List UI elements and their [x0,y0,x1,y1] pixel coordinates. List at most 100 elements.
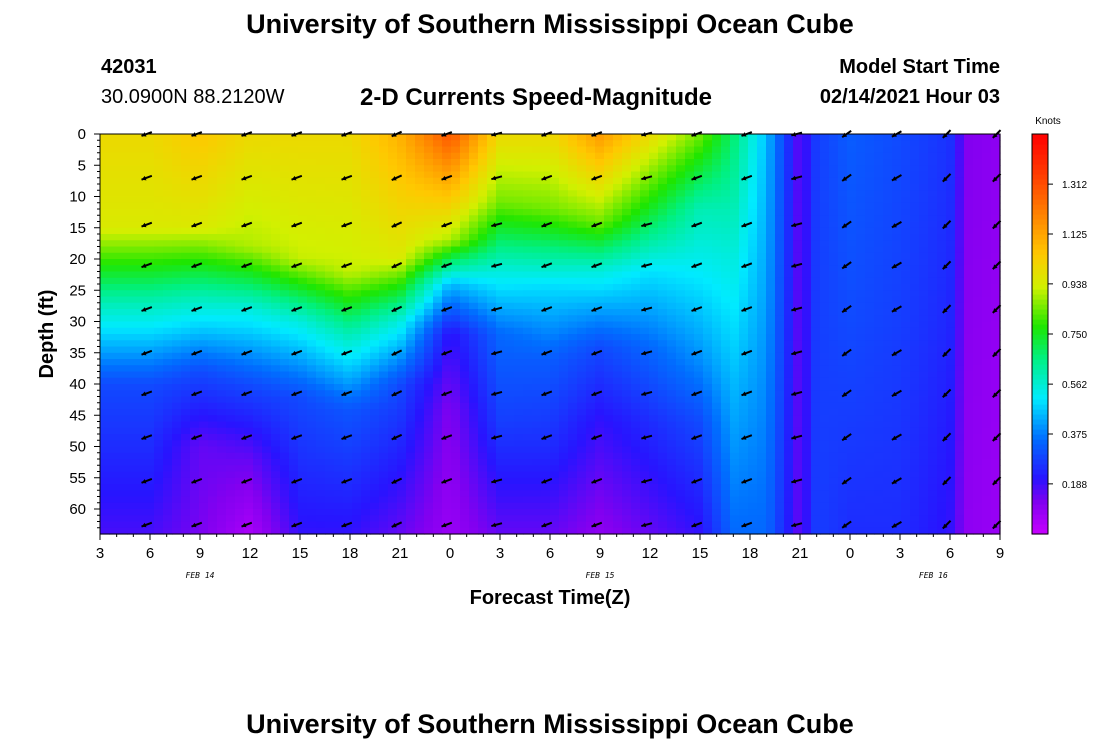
heatmap-cell [775,134,785,141]
heatmap-cell [640,309,650,316]
heatmap-cell [451,209,461,216]
heatmap-cell [136,259,146,266]
heatmap-cell [145,521,155,529]
heatmap-cell [649,259,659,266]
heatmap-cell [622,290,632,298]
heatmap-cell [487,227,497,235]
heatmap-cell [496,271,506,279]
heatmap-cell [145,352,155,360]
heatmap-cell [127,365,137,373]
heatmap-cell [370,271,380,279]
heatmap-cell [280,240,290,248]
heatmap-cell [757,271,767,279]
heatmap-cell [694,159,704,166]
heatmap-cell [163,334,173,341]
heatmap-cell [127,384,137,391]
heatmap-cell [172,352,182,360]
heatmap-cell [604,159,614,166]
heatmap-cell [739,302,749,310]
heatmap-cell [352,309,362,316]
heatmap-cell [532,277,542,285]
heatmap-cell [415,515,425,523]
heatmap-cell [352,190,362,198]
heatmap-cell [415,427,425,435]
heatmap-cell [775,327,785,335]
heatmap-cell [208,246,218,254]
heatmap-cell [523,202,533,210]
heatmap-cell [487,234,497,241]
heatmap-cell [586,240,596,248]
heatmap-cell [694,427,704,435]
heatmap-cell [100,452,110,460]
heatmap-cell [532,459,542,466]
heatmap-cell [433,159,443,166]
heatmap-cell [298,371,308,379]
heatmap-cell [640,227,650,235]
heatmap-cell [631,427,641,435]
heatmap-cell [577,140,587,148]
heatmap-cell [784,252,794,260]
heatmap-cell [307,440,317,448]
heatmap-cell [271,515,281,523]
heatmap-cell [244,352,254,360]
heatmap-cell [631,440,641,448]
heatmap-cell [613,252,623,260]
heatmap-cell [361,302,371,310]
heatmap-cell [271,221,281,229]
heatmap-cell [343,159,353,166]
heatmap-cell [658,327,668,335]
heatmap-cell [154,240,164,248]
heatmap-cell [469,427,479,435]
heatmap-cell [496,477,506,485]
heatmap-cell [676,284,686,291]
heatmap-cell [667,321,677,329]
heatmap-cell [190,496,200,504]
heatmap-cell [487,259,497,266]
heatmap-cell [424,365,434,373]
heatmap-cell [433,427,443,435]
heatmap-cell [181,502,191,510]
heatmap-cell [406,209,416,216]
heatmap-cell [100,302,110,310]
heatmap-cell [712,496,722,504]
heatmap-cell [109,171,119,179]
heatmap-cell [478,452,488,460]
heatmap-cell [748,221,758,229]
heatmap-cell [532,509,542,516]
heatmap-cell [235,346,245,354]
heatmap-cell [649,515,659,523]
heatmap-cell [766,509,776,516]
heatmap-cell [262,352,272,360]
heatmap-cell [532,259,542,266]
heatmap-cell [613,340,623,348]
heatmap-cell [586,446,596,454]
heatmap-cell [676,490,686,498]
heatmap-cell [478,465,488,473]
heatmap-cell [622,352,632,360]
heatmap-cell [172,409,182,416]
heatmap-cell [676,302,686,310]
heatmap-cell [217,421,227,429]
heatmap-cell [325,315,335,323]
heatmap-cell [577,309,587,316]
heatmap-cell [235,227,245,235]
heatmap-cell [586,515,596,523]
heatmap-cell [154,246,164,254]
heatmap-cell [388,277,398,285]
heatmap-cell [550,165,560,173]
heatmap-cell [379,396,389,404]
heatmap-cell [631,471,641,479]
heatmap-cell [676,390,686,398]
heatmap-cell [775,246,785,254]
heatmap-cell [766,252,776,260]
heatmap-cell [100,409,110,416]
heatmap-cell [262,390,272,398]
heatmap-cell [262,296,272,304]
heatmap-cell [532,140,542,148]
heatmap-cell [676,502,686,510]
heatmap-cell [676,290,686,298]
heatmap-cell [730,440,740,448]
heatmap-cell [415,171,425,179]
heatmap-cell [289,384,299,391]
heatmap-cell [334,434,344,441]
